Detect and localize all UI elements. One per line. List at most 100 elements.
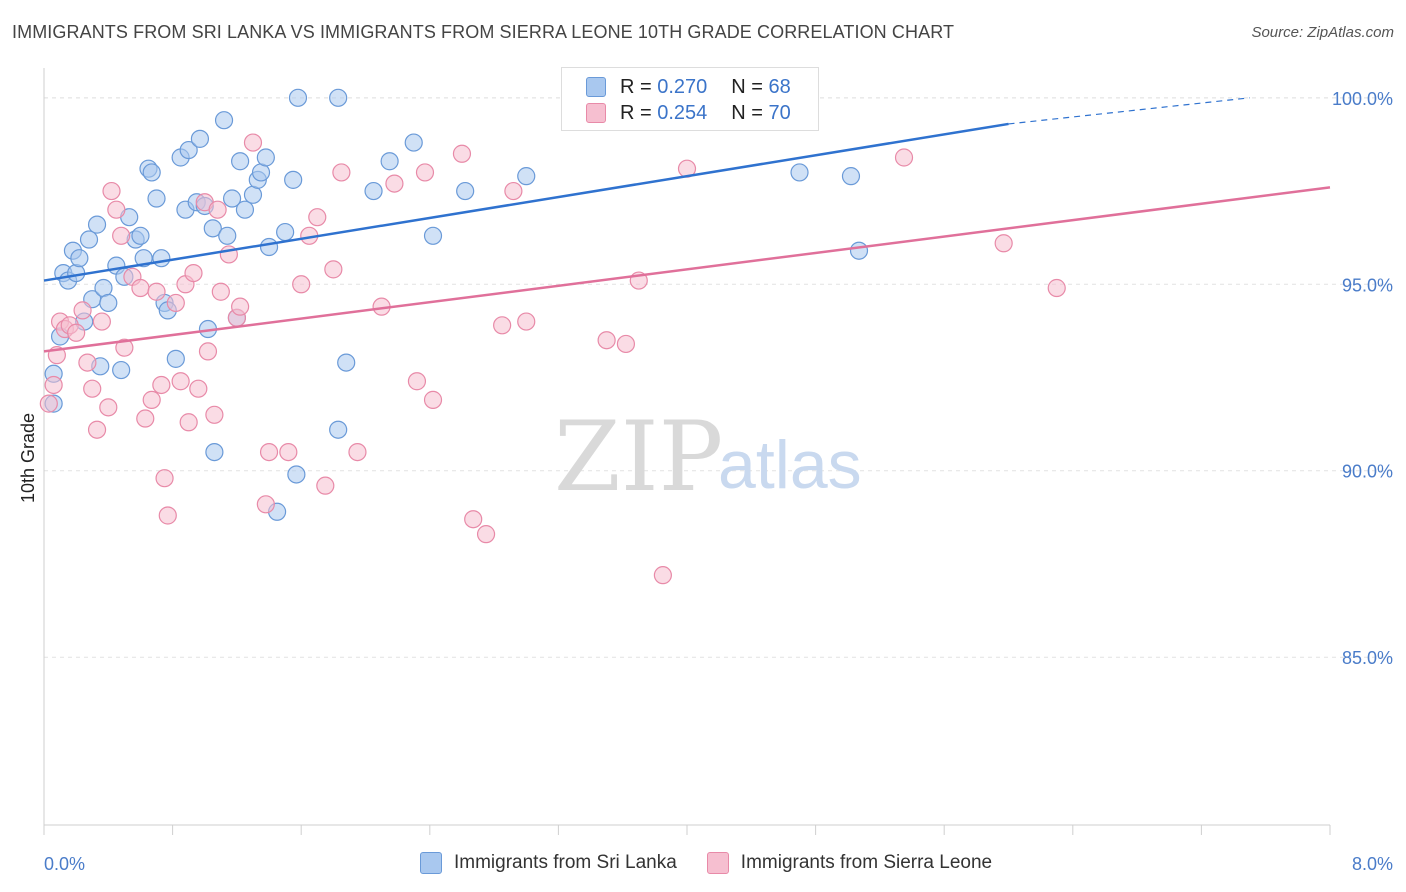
point-sierra-leone <box>205 405 224 424</box>
point-sierra-leone <box>894 148 914 167</box>
series-legend-swatch-pink <box>706 852 729 874</box>
point-sri-lanka <box>218 226 237 245</box>
watermark-zip: ZIP <box>554 401 723 513</box>
point-sierra-leone <box>452 144 472 163</box>
point-sri-lanka <box>166 349 185 368</box>
point-sierra-leone <box>407 372 427 391</box>
point-sierra-leone <box>279 442 298 462</box>
point-sri-lanka <box>276 222 295 242</box>
point-sierra-leone <box>316 476 335 495</box>
point-sierra-leone <box>166 293 185 313</box>
point-sierra-leone <box>256 495 275 514</box>
point-sierra-leone <box>259 442 279 462</box>
point-sierra-leone <box>83 379 102 398</box>
point-sri-lanka <box>235 200 255 219</box>
point-sierra-leone <box>597 331 616 350</box>
trend-line-sierra-leone <box>43 186 1331 353</box>
y-axis-label: 10th Grade <box>18 413 38 503</box>
point-sri-lanka <box>329 88 348 107</box>
point-sierra-leone <box>179 413 198 432</box>
y-tick-label: 100.0% <box>1332 89 1393 109</box>
legend-n-value-2: 70 <box>768 101 791 124</box>
point-sierra-leone <box>208 200 227 219</box>
axes <box>43 68 1331 835</box>
point-sierra-leone <box>155 469 174 488</box>
watermark-atlas: atlas <box>718 427 862 503</box>
point-sri-lanka <box>256 148 275 167</box>
x-tick-label: 0.0% <box>44 854 85 874</box>
point-sri-lanka <box>849 241 869 260</box>
point-sierra-leone <box>115 338 134 357</box>
point-sri-lanka <box>423 226 443 245</box>
point-sri-lanka <box>142 163 161 182</box>
gridlines <box>44 97 1392 658</box>
point-sri-lanka <box>147 189 166 208</box>
point-sierra-leone <box>231 297 250 316</box>
point-sri-lanka <box>404 133 423 152</box>
legend-row-sierra-leone: R = 0.254 N = 70 <box>586 100 791 126</box>
legend-n-label: N = <box>731 101 763 124</box>
point-sierra-leone <box>415 163 435 182</box>
point-sierra-leone <box>44 375 63 395</box>
legend-r-value-2: 0.254 <box>657 101 708 124</box>
point-sri-lanka <box>87 215 107 234</box>
correlation-legend: R = 0.270 N = 68 R = 0.254 N = 70 <box>561 67 819 131</box>
point-sierra-leone <box>994 234 1013 253</box>
point-sierra-leone <box>616 334 636 354</box>
point-sierra-leone <box>211 282 230 301</box>
point-sierra-leone <box>332 163 351 182</box>
tick-labels: 85.0% 90.0% 95.0% 100.0% 0.0% 8.0% <box>44 89 1393 874</box>
point-sierra-leone <box>476 525 496 544</box>
point-sierra-leone <box>112 226 131 245</box>
trend-lines <box>43 97 1331 353</box>
point-sri-lanka <box>288 88 308 107</box>
point-sierra-leone <box>171 372 190 391</box>
point-sierra-leone <box>653 566 672 585</box>
point-sierra-leone <box>67 323 86 342</box>
chart-title: IMMIGRANTS FROM SRI LANKA VS IMMIGRANTS … <box>12 22 955 42</box>
point-sierra-leone <box>39 394 58 413</box>
point-sri-lanka <box>152 249 171 268</box>
point-sri-lanka <box>231 152 250 171</box>
point-sri-lanka <box>131 226 150 245</box>
point-sierra-leone <box>348 442 367 462</box>
series-legend-label-2: Immigrants from Sierra Leone <box>740 852 993 873</box>
point-sierra-leone <box>198 342 218 361</box>
y-tick-label: 90.0% <box>1342 462 1393 482</box>
chart-source: Source: ZipAtlas.com <box>1251 24 1394 41</box>
trend-line-sri-lanka <box>43 122 1009 282</box>
point-sierra-leone <box>147 282 166 301</box>
point-sri-lanka <box>203 219 222 238</box>
point-sri-lanka <box>214 111 234 130</box>
point-sri-lanka <box>179 140 198 160</box>
point-sri-lanka <box>190 129 210 148</box>
point-sri-lanka <box>364 181 383 201</box>
point-sierra-leone <box>504 181 523 201</box>
x-tick-label: 8.0% <box>1352 854 1393 874</box>
trend-line-sri-lanka-extension <box>1008 97 1250 125</box>
point-sri-lanka <box>205 442 224 462</box>
series-legend: Immigrants from Sri Lanka Immigrants fro… <box>420 852 992 874</box>
y-tick-label: 85.0% <box>1342 648 1393 668</box>
point-sierra-leone <box>423 390 443 409</box>
point-sierra-leone <box>189 379 208 398</box>
series-legend-label-1: Immigrants from Sri Lanka <box>454 852 677 873</box>
point-sierra-leone <box>102 181 121 201</box>
point-sierra-leone <box>158 506 177 525</box>
point-sierra-leone <box>73 301 92 320</box>
legend-n-label: N = <box>731 75 763 98</box>
legend-row-sri-lanka: R = 0.270 N = 68 <box>586 74 791 100</box>
point-sri-lanka <box>456 181 475 201</box>
point-sierra-leone <box>87 420 107 439</box>
point-sierra-leone <box>308 208 327 227</box>
point-sierra-leone <box>493 316 512 335</box>
point-sri-lanka <box>284 170 303 189</box>
point-sierra-leone <box>152 375 171 395</box>
point-sierra-leone <box>92 312 111 331</box>
point-sierra-leone <box>385 174 404 193</box>
point-sierra-leone <box>517 312 536 331</box>
point-sierra-leone <box>184 263 203 283</box>
point-sri-lanka <box>841 167 861 186</box>
y-tick-label: 95.0% <box>1342 275 1393 295</box>
